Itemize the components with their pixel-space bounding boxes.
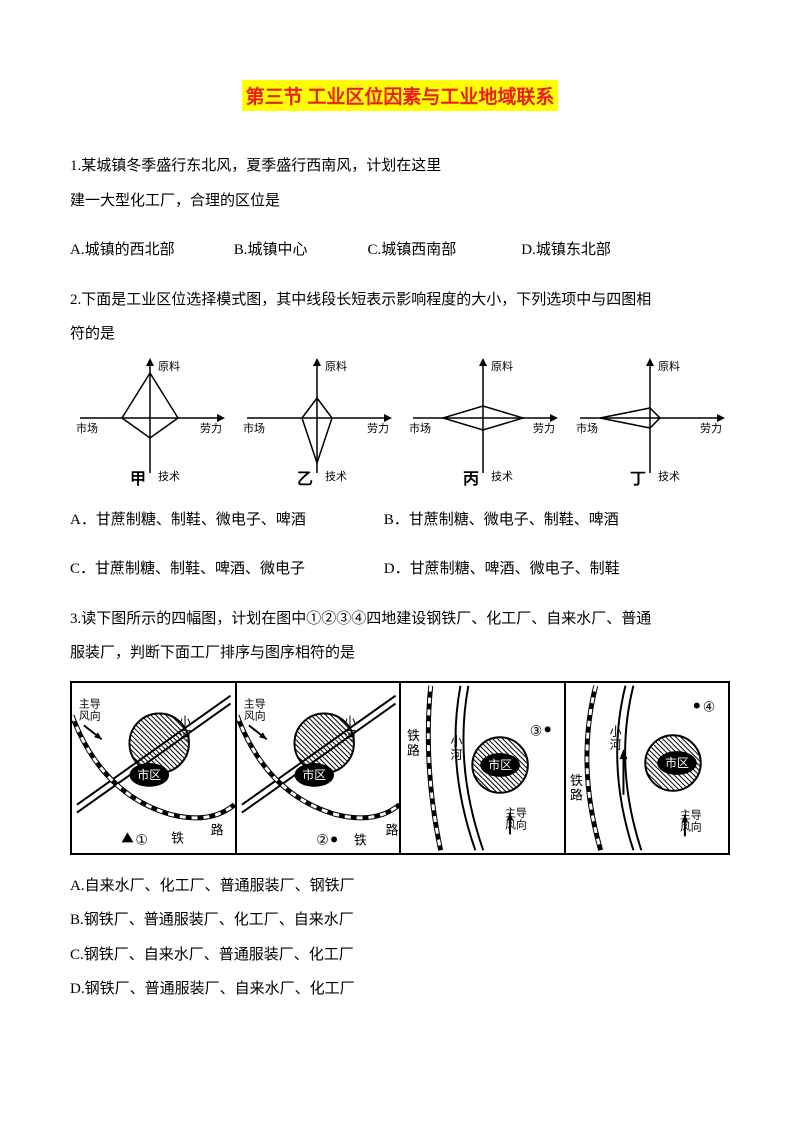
radar-2: 原料市场 劳力技术乙: [237, 358, 397, 493]
svg-text:②: ②: [316, 833, 328, 848]
q3-opt-b: B.钢铁厂、普通服装厂、化工厂、自来水厂: [70, 903, 730, 938]
svg-text:技术: 技术: [491, 470, 513, 483]
title-wrap: 第三节 工业区位因素与工业地域联系: [70, 80, 730, 131]
svg-text:劳力: 劳力: [533, 422, 555, 435]
svg-text:河: 河: [451, 748, 463, 762]
svg-text:小: 小: [609, 724, 621, 738]
svg-text:劳力: 劳力: [700, 422, 722, 435]
q1-options: A.城镇的西北部 B.城镇中心 C.城镇西南部 D.城镇东北部: [70, 233, 730, 268]
map-4: 市区主导风向 铁路 小河 ④: [566, 683, 729, 853]
svg-text:市区: 市区: [137, 767, 161, 781]
svg-text:丁: 丁: [630, 471, 646, 488]
q2-diagram-row: 原料市场劳力技术甲 原料市场劳力技术乙 原料市场劳力技术丙 原料市场劳力技术丁: [70, 358, 730, 493]
svg-text:路: 路: [211, 822, 224, 837]
svg-text:主导: 主导: [79, 697, 101, 710]
svg-text:主导: 主导: [243, 697, 265, 710]
svg-text:风向: 风向: [79, 708, 101, 722]
svg-text:市场: 市场: [76, 421, 98, 435]
page-title: 第三节 工业区位因素与工业地域联系: [242, 80, 559, 111]
q1-opt-a: A.城镇的西北部: [70, 233, 230, 268]
map-3: 市区主导风向 铁路 小河 ③: [401, 683, 566, 853]
svg-text:原料: 原料: [325, 359, 347, 373]
q1-opt-b: B.城镇中心: [234, 233, 364, 268]
q1-opt-c: C.城镇西南部: [368, 233, 518, 268]
svg-text:河: 河: [344, 728, 356, 742]
q3-opt-d: D.钢铁厂、普通服装厂、自来水厂、化工厂: [70, 972, 730, 1007]
radar-4: 原料市场 劳力技术丁: [570, 358, 730, 493]
svg-text:小: 小: [344, 714, 356, 728]
svg-text:小: 小: [179, 714, 191, 728]
svg-text:市区: 市区: [665, 756, 689, 770]
svg-text:甲: 甲: [130, 470, 146, 488]
q3-opt-c: C.钢铁厂、自来水厂、普通服装厂、化工厂: [70, 938, 730, 973]
q1-line1: 1.某城镇冬季盛行东北风，夏季盛行西南风，计划在这里: [70, 149, 730, 184]
svg-text:主导: 主导: [505, 806, 527, 819]
q1-opt-d: D.城镇东北部: [521, 233, 611, 268]
svg-text:④: ④: [702, 700, 714, 715]
svg-text:路: 路: [569, 787, 582, 802]
q3-opt-a: A.自来水厂、化工厂、普通服装厂、钢铁厂: [70, 869, 730, 904]
radar-3: 原料市场 劳力技术丙: [403, 358, 563, 493]
svg-text:铁: 铁: [407, 729, 420, 743]
svg-text:风向: 风向: [505, 817, 527, 831]
q2-options-row2: C．甘蔗制糖、制鞋、啤酒、微电子 D．甘蔗制糖、啤酒、微电子、制鞋: [70, 552, 730, 587]
q2-opt-b: B．甘蔗制糖、微电子、制鞋、啤酒: [384, 503, 619, 538]
svg-text:市场: 市场: [409, 421, 431, 435]
svg-text:路: 路: [407, 743, 420, 758]
svg-text:主导: 主导: [679, 808, 701, 821]
svg-text:市区: 市区: [488, 757, 512, 771]
radar-1: 原料市场 劳力技术甲: [70, 358, 230, 493]
q3-maps: 市区主导风向小河铁路① 市区主导风向小河铁路② 市区主导风向铁路小河③ 市区主导…: [70, 681, 730, 855]
q1-line2: 建一大型化工厂，合理的区位是: [70, 184, 730, 219]
svg-text:原料: 原料: [491, 359, 513, 373]
q2-opt-a: A．甘蔗制糖、制鞋、微电子、啤酒: [70, 503, 380, 538]
svg-text:技术: 技术: [325, 470, 347, 483]
svg-text:技术: 技术: [658, 470, 680, 483]
svg-text:乙: 乙: [297, 471, 313, 488]
q2-opt-d: D．甘蔗制糖、啤酒、微电子、制鞋: [384, 552, 620, 587]
svg-text:市场: 市场: [576, 421, 598, 435]
q2-line1: 2.下面是工业区位选择模式图，其中线段长短表示影响程度的大小，下列选项中与四图相: [70, 283, 730, 318]
q2-line2: 符的是: [70, 317, 730, 352]
svg-text:河: 河: [609, 738, 621, 752]
svg-text:风向: 风向: [679, 819, 701, 833]
svg-text:劳力: 劳力: [367, 422, 389, 435]
map-2: 市区 主导风向 小河铁 路 ②: [237, 683, 402, 853]
q2-options-row1: A．甘蔗制糖、制鞋、微电子、啤酒 B．甘蔗制糖、微电子、制鞋、啤酒: [70, 503, 730, 538]
svg-text:丙: 丙: [463, 470, 479, 488]
svg-text:原料: 原料: [658, 359, 680, 373]
svg-text:原料: 原料: [158, 359, 180, 373]
svg-text:③: ③: [530, 724, 542, 739]
svg-text:风向: 风向: [243, 708, 265, 722]
svg-text:铁: 铁: [569, 773, 582, 787]
svg-text:市场: 市场: [243, 421, 265, 435]
svg-text:小: 小: [451, 734, 463, 748]
svg-text:①: ①: [135, 833, 147, 848]
map-1: 市区 主导风向 小河铁 路 ①: [72, 683, 237, 853]
svg-text:技术: 技术: [158, 470, 180, 483]
svg-text:铁: 铁: [353, 833, 366, 847]
svg-text:劳力: 劳力: [200, 422, 222, 435]
q2-opt-c: C．甘蔗制糖、制鞋、啤酒、微电子: [70, 552, 380, 587]
q3-line2: 服装厂，判断下面工厂排序与图序相符的是: [70, 636, 730, 671]
q3-line1: 3.读下图所示的四幅图，计划在图中①②③④四地建设钢铁厂、化工厂、自来水厂、普通: [70, 602, 730, 637]
svg-text:市区: 市区: [302, 767, 326, 781]
svg-text:路: 路: [385, 822, 398, 837]
svg-text:河: 河: [179, 728, 191, 742]
svg-text:铁: 铁: [171, 831, 184, 845]
